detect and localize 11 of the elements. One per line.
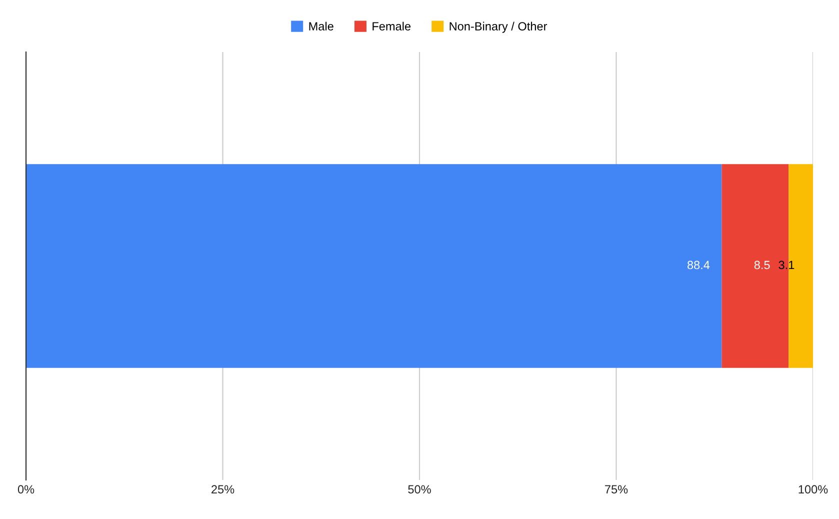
x-tick-label: 75% [605,485,628,494]
x-tick-label: 25% [212,485,234,494]
legend-label: Non-Binary / Other [450,22,548,33]
legend-label: Female [372,22,411,30]
data-label: 88.4 [688,260,710,270]
data-label: 3.1 [778,260,794,270]
x-tick-label: 100% [798,485,828,494]
legend-label: Male [309,22,334,30]
x-tick-label: 0% [18,485,34,494]
x-tick-label: 50% [408,485,431,494]
data-label: 8.5 [754,260,770,270]
